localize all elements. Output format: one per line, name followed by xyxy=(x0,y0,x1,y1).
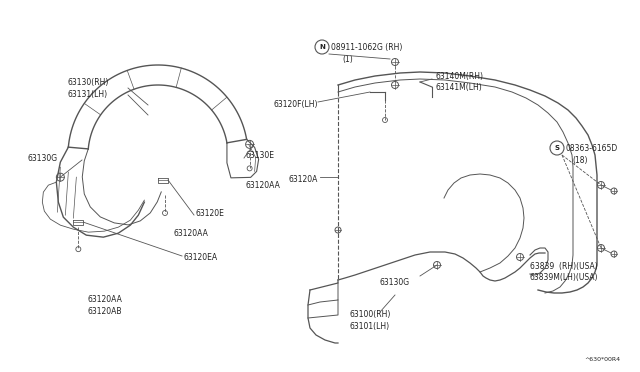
Text: 63130(RH): 63130(RH) xyxy=(68,78,109,87)
Text: 63120AB: 63120AB xyxy=(88,307,122,316)
Text: 63141M(LH): 63141M(LH) xyxy=(435,83,482,92)
Text: 63130E: 63130E xyxy=(245,151,274,160)
Text: ^630*00R4: ^630*00R4 xyxy=(584,357,620,362)
Text: 63140M(RH): 63140M(RH) xyxy=(435,72,483,81)
Text: (18): (18) xyxy=(572,156,588,165)
Text: 63101(LH): 63101(LH) xyxy=(350,322,390,331)
Text: 63839M(LH)(USA): 63839M(LH)(USA) xyxy=(530,273,598,282)
Text: (1): (1) xyxy=(342,55,353,64)
Text: 63120EA: 63120EA xyxy=(183,253,217,263)
Text: 08911-1062G (RH): 08911-1062G (RH) xyxy=(331,43,403,52)
Text: 63130G: 63130G xyxy=(28,154,58,163)
Text: 63120A: 63120A xyxy=(289,175,318,184)
Text: N: N xyxy=(319,44,325,50)
Text: 63130G: 63130G xyxy=(380,278,410,287)
Text: 63120AA: 63120AA xyxy=(173,228,208,237)
Text: 63839  (RH)(USA): 63839 (RH)(USA) xyxy=(530,262,598,271)
Text: 63100(RH): 63100(RH) xyxy=(350,310,392,319)
Text: 08363-6165D: 08363-6165D xyxy=(566,144,618,153)
Text: 63120F(LH): 63120F(LH) xyxy=(273,100,318,109)
Text: S: S xyxy=(554,145,559,151)
Text: 63120AA: 63120AA xyxy=(245,180,280,189)
Text: 63120E: 63120E xyxy=(195,208,224,218)
Text: 63120AA: 63120AA xyxy=(88,295,123,304)
Text: 63131(LH): 63131(LH) xyxy=(68,90,108,99)
